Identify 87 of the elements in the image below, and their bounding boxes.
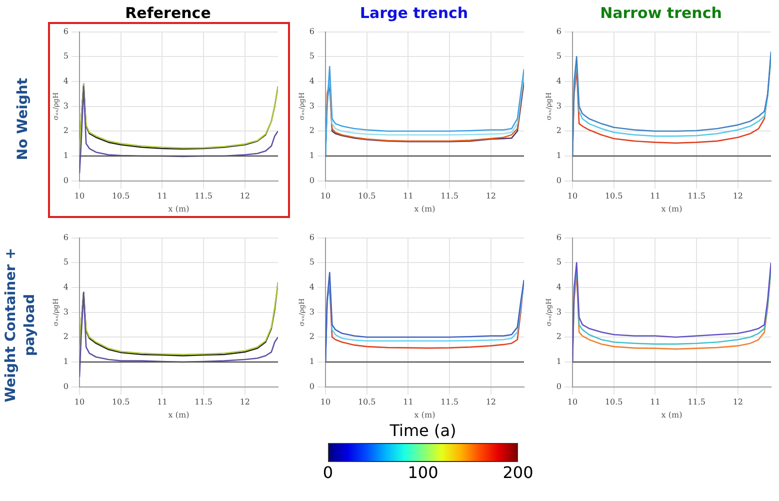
y-tick-label: 3 [63, 307, 68, 316]
y-tick-label: 4 [63, 76, 68, 86]
x-tick-label: 11.5 [440, 398, 458, 407]
x-tick-label: 10.5 [112, 398, 130, 407]
color-bar-label: 0 [322, 463, 334, 482]
y-tick-label: 0 [309, 176, 314, 185]
y-tick-label: 4 [556, 76, 562, 86]
x-axis-title: x (m) [414, 410, 436, 420]
y-tick-label: 6 [556, 232, 562, 242]
x-axis-title: x (m) [661, 204, 682, 214]
x-tick-label: 10.5 [112, 192, 130, 201]
text: Weight Container + payload [2, 246, 39, 404]
y-tick-label: 5 [63, 52, 68, 61]
x-tick-label: 11 [650, 398, 660, 407]
x-tick-label: 12 [486, 192, 496, 201]
chart-title: Reference [124, 4, 212, 22]
x-tick-label: 12 [486, 398, 496, 407]
y-tick-label: 6 [309, 26, 314, 36]
x-tick-label: 11 [157, 398, 168, 407]
y-tick-label: 5 [309, 52, 314, 61]
x-axis-title: x (m) [414, 204, 436, 214]
y-tick-label: 2 [556, 126, 562, 136]
y-tick-label: 5 [556, 52, 562, 61]
y-tick-label: 2 [309, 126, 314, 136]
x-tick-label: 10.5 [358, 192, 376, 201]
y-tick-label: 3 [556, 307, 562, 316]
x-tick-label: 11.5 [440, 192, 458, 201]
y-tick-label: 0 [556, 382, 562, 391]
x-tick-label: 11 [403, 192, 414, 201]
y-tick-label: 2 [63, 332, 68, 342]
x-tick-label: 11.5 [194, 192, 212, 201]
y-tick-label: 0 [63, 382, 68, 391]
x-tick-label: 12 [732, 398, 744, 407]
x-tick-label: 12 [240, 192, 250, 201]
x-tick-label: 10 [567, 398, 578, 407]
x-tick-label: 11 [157, 192, 168, 201]
x-axis-title: x (m) [168, 204, 190, 214]
y-tick-label: 0 [63, 176, 68, 185]
y-tick-label: 2 [63, 126, 68, 136]
y-tick-label: 5 [309, 258, 314, 267]
x-tick-label: 11.5 [688, 398, 706, 407]
y-tick-label: 0 [309, 382, 314, 391]
y-tick-label: 4 [556, 282, 562, 292]
x-tick-label: 10.5 [604, 192, 623, 201]
x-tick-label: 10.5 [604, 398, 623, 407]
y-tick-label: 4 [63, 282, 68, 292]
color-bar-label: 100 [408, 463, 438, 482]
y-tick-label: 3 [63, 101, 68, 110]
y-tick-label: 2 [309, 332, 314, 342]
x-tick-label: 10 [74, 398, 85, 407]
y-tick-label: 1 [309, 357, 314, 366]
x-tick-label: 11 [650, 192, 660, 201]
y-tick-label: 4 [309, 282, 314, 292]
y-tick-label: 2 [556, 332, 562, 342]
y-tick-label: 1 [309, 151, 314, 160]
x-tick-label: 10 [320, 398, 331, 407]
x-tick-label: 10 [74, 192, 85, 201]
x-tick-label: 12 [732, 192, 744, 201]
y-tick-label: 3 [309, 307, 314, 316]
color-bar-label: 200 [502, 463, 534, 482]
y-tick-label: 6 [63, 232, 68, 242]
chart-title: Large trench [358, 4, 470, 22]
y-tick-label: 1 [556, 151, 562, 160]
y-tick-label: 1 [63, 357, 68, 366]
y-tick-label: 0 [556, 176, 562, 185]
x-tick-label: 10 [320, 192, 331, 201]
x-axis-title: x (m) [661, 410, 682, 420]
y-tick-label: 3 [556, 101, 562, 110]
x-axis-title: x (m) [168, 410, 190, 420]
y-tick-label: 4 [309, 76, 314, 86]
y-tick-label: 1 [556, 357, 562, 366]
y-tick-label: 5 [556, 258, 562, 267]
x-tick-label: 10.5 [358, 398, 376, 407]
y-tick-label: 6 [63, 26, 68, 36]
x-tick-label: 11.5 [194, 398, 212, 407]
y-tick-label: 1 [63, 151, 68, 160]
color-bar-title: Time (a) [388, 421, 458, 440]
x-tick-label: 12 [240, 398, 250, 407]
chart-title: Narrow trench [599, 4, 723, 22]
y-tick-label: 5 [63, 258, 68, 267]
x-tick-label: 11.5 [688, 192, 706, 201]
x-tick-label: 11 [403, 398, 414, 407]
y-tick-label: 3 [309, 101, 314, 110]
y-tick-label: 6 [556, 26, 562, 36]
text: No Weight [14, 76, 32, 162]
y-tick-label: 6 [309, 232, 314, 242]
x-tick-label: 10 [567, 192, 578, 201]
